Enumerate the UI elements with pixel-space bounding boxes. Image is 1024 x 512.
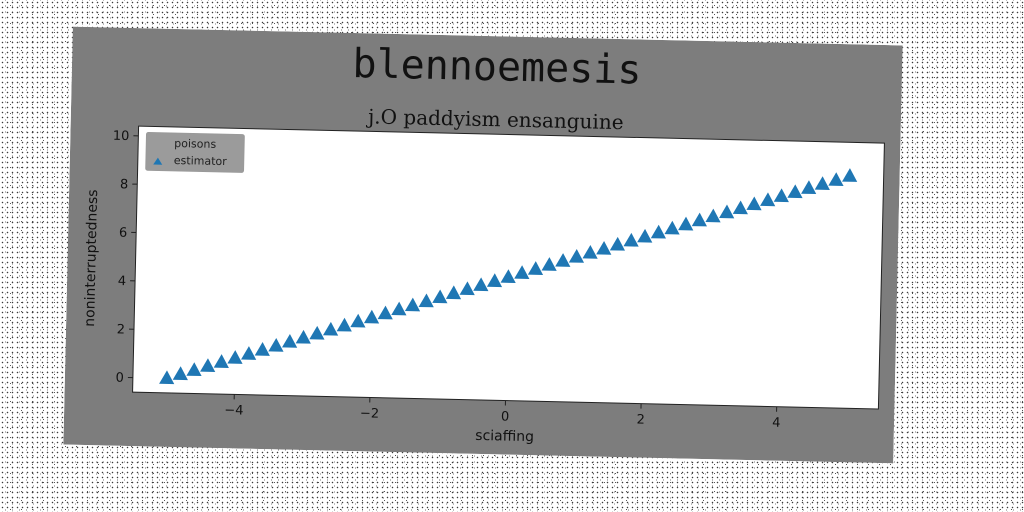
x-axis-label: sciaffing <box>475 428 534 445</box>
chart-figure: blennoemesis j.O paddyism ensanguine −4−… <box>63 26 903 464</box>
legend-marker-estimator <box>153 157 163 165</box>
chart-title: blennoemesis <box>352 41 642 94</box>
data-point <box>787 184 803 199</box>
data-point <box>814 176 830 191</box>
x-tick-label: 2 <box>636 413 645 428</box>
data-point <box>555 253 571 267</box>
data-point <box>254 342 270 356</box>
data-point <box>705 208 721 223</box>
y-tick-label: 8 <box>120 177 129 192</box>
data-point <box>418 293 434 308</box>
y-tick-label: 4 <box>118 274 127 289</box>
chart-subtitle: j.O paddyism ensanguine <box>366 104 624 134</box>
data-point <box>295 329 311 344</box>
data-point <box>568 249 585 263</box>
data-point <box>172 366 188 381</box>
y-axis-label: noninterruptedness <box>82 189 101 327</box>
x-axis-ticks: −4 −2 0 2 4 <box>224 394 781 431</box>
data-point <box>282 333 298 348</box>
legend: poisons estimator <box>145 131 245 173</box>
data-point <box>186 362 202 377</box>
data-point <box>473 277 489 292</box>
data-point <box>664 220 680 235</box>
legend-entry-estimator: estimator <box>174 154 228 168</box>
data-point <box>459 281 475 296</box>
data-point <box>541 257 557 271</box>
data-point <box>159 370 175 385</box>
data-point <box>404 297 421 312</box>
legend-box <box>145 131 245 173</box>
data-point <box>336 317 352 332</box>
data-point <box>227 350 243 364</box>
data-point <box>432 289 448 304</box>
data-point <box>514 265 530 279</box>
data-point <box>486 273 503 288</box>
data-point <box>268 338 284 352</box>
data-point <box>596 240 612 255</box>
data-point <box>445 285 462 300</box>
data-point <box>241 346 257 360</box>
x-tick-label: −4 <box>224 403 244 418</box>
x-tick-label: 0 <box>501 409 510 424</box>
data-point <box>828 172 844 186</box>
data-point <box>322 321 339 336</box>
data-point <box>719 204 735 219</box>
x-tick-label: 4 <box>772 416 781 431</box>
x-tick-label: −2 <box>360 406 380 421</box>
estimator-series <box>159 168 858 385</box>
data-point <box>623 232 639 247</box>
data-point <box>309 325 325 340</box>
data-point <box>746 196 762 211</box>
data-point <box>377 305 393 320</box>
data-point <box>650 224 666 239</box>
y-tick-label: 6 <box>119 226 128 241</box>
y-tick-label: 2 <box>117 322 126 337</box>
data-point <box>363 309 380 324</box>
data-point <box>391 301 407 316</box>
legend-entry-poisons: poisons <box>174 137 216 151</box>
data-point <box>609 236 626 251</box>
data-point <box>842 168 858 182</box>
y-axis-ticks: 0 2 4 6 8 10 <box>113 129 139 386</box>
y-tick-label: 0 <box>115 371 124 386</box>
data-point <box>760 192 776 207</box>
data-point <box>691 212 707 227</box>
data-point <box>200 358 216 372</box>
data-point <box>637 228 653 243</box>
data-point <box>773 188 789 203</box>
data-point <box>527 261 544 275</box>
data-point <box>500 269 516 284</box>
chart-svg: blennoemesis j.O paddyism ensanguine −4−… <box>63 26 903 464</box>
data-point <box>732 200 748 215</box>
data-point <box>801 180 817 195</box>
data-point <box>213 354 229 368</box>
y-tick-label: 10 <box>113 129 130 144</box>
data-point <box>678 216 694 231</box>
plot-area <box>132 125 885 410</box>
data-point <box>582 244 598 259</box>
data-point <box>350 313 366 328</box>
